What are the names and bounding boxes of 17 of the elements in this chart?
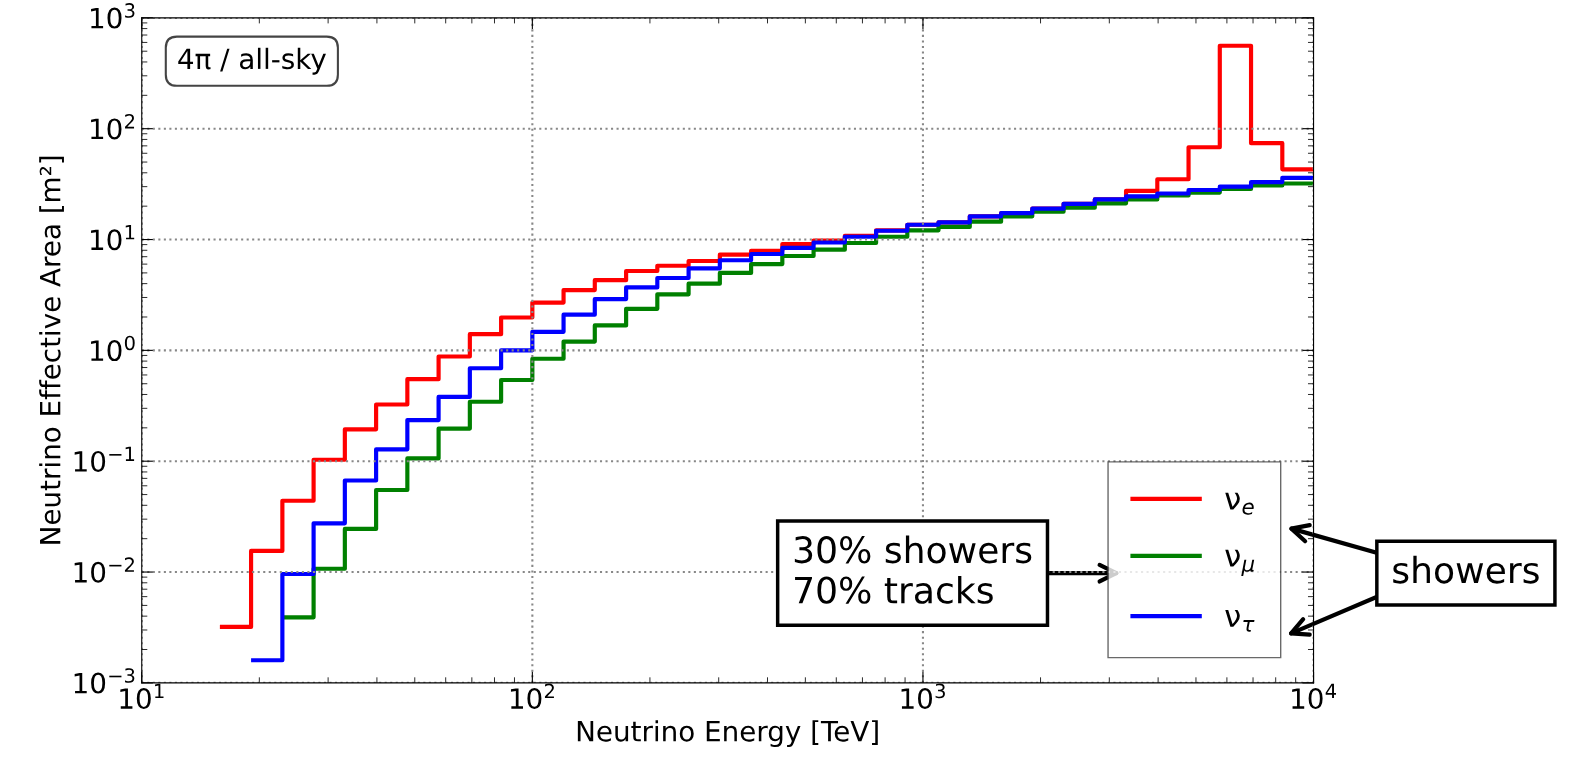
x-axis-title: Neutrino Energy [TeV] <box>577 720 878 748</box>
y-axis-title: Neutrino Effective Area [m²] <box>39 156 64 544</box>
y-tick-label: 10$^{−1}$ <box>74 446 135 472</box>
annotation: 4π / all-sky <box>178 47 326 75</box>
legend-label: ν$_{τ}$ <box>1225 610 1255 632</box>
text: showers <box>1393 555 1539 584</box>
annotation: 30% showers 70% tracks <box>794 535 1032 604</box>
legend-label: ν$_{μ}$ <box>1225 549 1255 576</box>
y-tick-label: 10$^{−2}$ <box>74 557 134 583</box>
y-tick-label: 10$^{3}$ <box>91 3 135 29</box>
y-tick-label: 10$^{1}$ <box>91 225 135 251</box>
legend-label: ν$_{e}$ <box>1225 492 1254 515</box>
y-tick-label: 10$^{0}$ <box>91 335 135 362</box>
x-tick-label: 10$^{4}$ <box>1292 683 1336 710</box>
y-tick-label: 10$^{2}$ <box>91 113 135 140</box>
x-tick-label: 10$^{2}$ <box>510 683 554 710</box>
x-tick-label: 10$^{3}$ <box>901 683 945 710</box>
